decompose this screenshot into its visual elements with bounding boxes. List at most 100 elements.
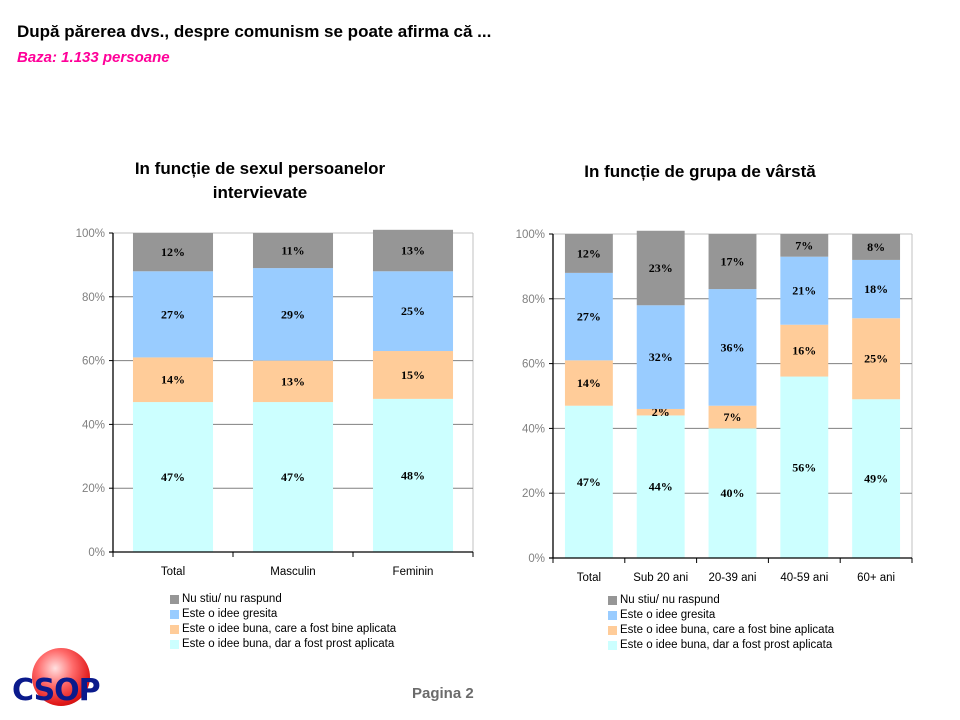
data-label: 49% <box>864 472 888 486</box>
y-tick-label: 80% <box>522 294 545 306</box>
x-tick-label: 60+ ani <box>857 572 895 584</box>
bar-segment-nu_stiu <box>636 230 685 306</box>
data-label: 25% <box>401 304 425 318</box>
data-label: 16% <box>792 344 816 358</box>
data-label: 48% <box>401 468 425 482</box>
legend-item: Este o idee buna, care a fost bine aplic… <box>170 622 396 637</box>
legend-item: Este o idee buna, care a fost bine aplic… <box>608 623 834 638</box>
y-tick-label: 60% <box>82 356 105 368</box>
bar-segment-bine_aplicata <box>372 351 454 399</box>
bar-segment-prost_aplicata <box>372 398 454 552</box>
bar-segment-prost_aplicata <box>708 428 757 558</box>
legend-swatch <box>608 596 617 605</box>
chart-title-line-1: In funcție de sexul persoanelor <box>134 159 386 178</box>
page-subtitle: Baza: 1.133 persoane <box>17 49 170 66</box>
bar-segment-nu_stiu <box>708 234 757 290</box>
legend-swatch <box>170 640 179 649</box>
legend-label: Este o idee gresita <box>620 609 716 621</box>
bar-segment-prost_aplicata <box>780 376 829 558</box>
bar-segment-nu_stiu <box>564 234 613 273</box>
data-label: 15% <box>401 368 425 382</box>
legend-item: Este o idee gresita <box>608 608 834 623</box>
data-label: 18% <box>864 282 888 296</box>
bar-segment-nu_stiu <box>780 234 829 257</box>
chart-title-gender: In funcție de sexul persoanelor intervie… <box>60 157 460 205</box>
logo-text: CSOP <box>12 673 101 708</box>
bar-segment-bine_aplicata <box>564 360 613 406</box>
chart-title-line-2: intervievate <box>212 183 308 202</box>
legend-age: Nu stiu/ nu raspund Este o idee gresita Es… <box>608 593 834 653</box>
data-label: 47% <box>161 470 185 484</box>
data-label: 36% <box>721 340 745 354</box>
bar-segment-idee_gresita <box>708 289 757 406</box>
bar-segment-bine_aplicata <box>252 360 334 403</box>
data-label: 47% <box>281 470 305 484</box>
legend-label: Este o idee buna, care a fost bine aplic… <box>620 624 835 636</box>
legend-label: Este o idee buna, dar a fost prost aplic… <box>620 639 833 651</box>
data-label: 25% <box>864 352 888 366</box>
y-tick-label: 100% <box>516 229 545 241</box>
y-tick-label: 40% <box>522 423 545 435</box>
data-label: 17% <box>721 255 745 269</box>
legend-gender: Nu stiu/ nu raspund Este o idee gresita Es… <box>170 592 396 652</box>
bar-segment-prost_aplicata <box>564 405 613 558</box>
page-number: Pagina 2 <box>412 685 474 702</box>
y-tick-label: 60% <box>522 359 545 371</box>
bar-segment-prost_aplicata <box>852 399 901 558</box>
x-tick-label: Feminin <box>393 566 434 578</box>
bar-segment-idee_gresita <box>564 272 613 361</box>
bar-segment-bine_aplicata <box>708 405 757 429</box>
bar-segment-bine_aplicata <box>780 324 829 377</box>
bar-segment-bine_aplicata <box>852 318 901 400</box>
x-tick-label: Total <box>577 572 601 584</box>
data-label: 40% <box>721 486 745 500</box>
data-label: 12% <box>577 246 601 260</box>
data-label: 21% <box>792 284 816 298</box>
x-tick-label: 20-39 ani <box>709 572 757 584</box>
data-label: 32% <box>649 350 673 364</box>
data-label: 44% <box>649 480 673 494</box>
legend-swatch <box>608 626 617 635</box>
page-title: După părerea dvs., despre comunism se po… <box>17 22 492 41</box>
data-label: 27% <box>161 307 185 321</box>
data-label: 27% <box>577 310 601 324</box>
data-label: 23% <box>649 261 673 275</box>
bar-segment-prost_aplicata <box>636 415 685 558</box>
bar-segment-nu_stiu <box>132 233 214 272</box>
legend-item: Este o idee gresita <box>170 607 396 622</box>
legend-swatch <box>170 625 179 634</box>
legend-item: Este o idee buna, dar a fost prost aplic… <box>608 638 834 653</box>
bar-segment-bine_aplicata <box>636 408 685 416</box>
bar-segment-idee_gresita <box>132 271 214 358</box>
legend-label: Este o idee buna, care a fost bine aplic… <box>182 623 397 635</box>
data-label: 13% <box>401 244 425 258</box>
legend-item: Nu stiu/ nu raspund <box>170 592 396 607</box>
y-tick-label: 0% <box>528 553 545 565</box>
legend-item: Nu stiu/ nu raspund <box>608 593 834 608</box>
x-tick-label: Sub 20 ani <box>633 572 688 584</box>
y-tick-label: 80% <box>82 292 105 304</box>
x-tick-label: Total <box>161 566 185 578</box>
chart-title-age: In funcție de grupa de vârstă <box>500 160 900 184</box>
bar-segment-nu_stiu <box>372 229 454 272</box>
legend-label: Este o idee gresita <box>182 608 278 620</box>
data-label: 13% <box>281 374 305 388</box>
y-tick-label: 0% <box>88 547 105 559</box>
bar-segment-idee_gresita <box>852 259 901 319</box>
data-label: 47% <box>577 475 601 489</box>
bar-segment-nu_stiu <box>252 233 334 269</box>
data-label: 8% <box>867 240 885 254</box>
data-label: 11% <box>281 244 304 258</box>
data-label: 56% <box>792 460 816 474</box>
data-label: 12% <box>161 245 185 259</box>
legend-swatch <box>170 610 179 619</box>
bar-segment-idee_gresita <box>252 268 334 361</box>
y-tick-label: 100% <box>76 228 105 240</box>
data-label: 29% <box>281 307 305 321</box>
bar-segment-idee_gresita <box>372 271 454 352</box>
csop-logo: CSOP <box>10 648 110 710</box>
y-tick-label: 40% <box>82 419 105 431</box>
bar-segment-idee_gresita <box>780 256 829 325</box>
legend-label: Nu stiu/ nu raspund <box>620 594 720 606</box>
